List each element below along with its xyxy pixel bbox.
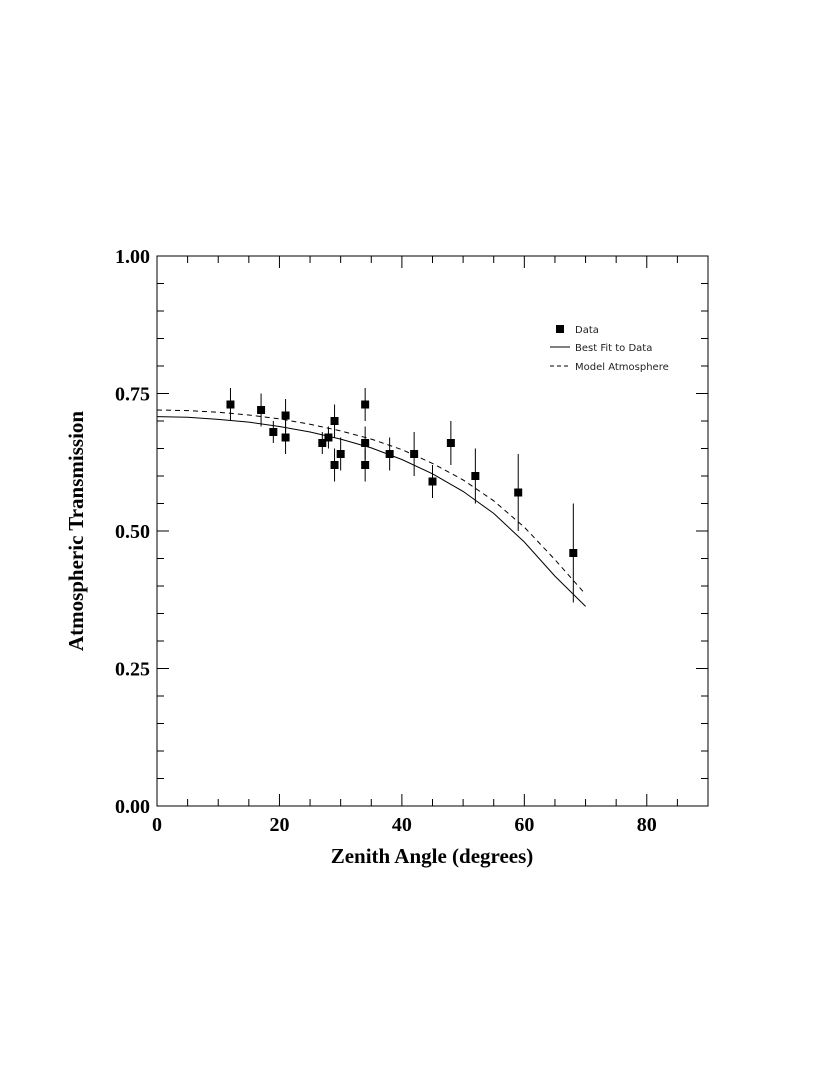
data-point (336, 450, 345, 458)
data-point (361, 439, 370, 447)
y-tick-label: 0.25 (115, 659, 150, 681)
data-point (269, 428, 278, 436)
data-point (330, 417, 339, 425)
x-tick-label: 80 (637, 814, 657, 836)
data-point (281, 411, 290, 420)
y-axis-title: Atmospheric Transmission (64, 411, 88, 651)
data-point (281, 433, 290, 442)
y-tick-label: 0.00 (115, 796, 150, 818)
legend-marker-data (556, 325, 564, 333)
axis-ticks (156, 255, 709, 807)
data-point (385, 450, 394, 458)
data-point (410, 450, 419, 458)
x-tick-label: 40 (392, 814, 412, 836)
data-point (446, 439, 455, 447)
legend-label-data: Data (575, 325, 599, 336)
data-point (324, 433, 333, 442)
data-point (428, 477, 437, 486)
data-point (569, 549, 578, 557)
data-point (330, 461, 339, 469)
x-axis-title: Zenith Angle (degrees) (331, 844, 534, 868)
x-tick-label: 20 (269, 814, 289, 836)
x-tick-label: 0 (152, 814, 162, 836)
fit-lines (156, 409, 586, 607)
legend-label-best-fit: Best Fit to Data (575, 343, 652, 354)
data-point (514, 488, 523, 497)
legend: Data Best Fit to Data Model Atmosphere (550, 325, 669, 373)
data-point (257, 406, 266, 414)
data-point (318, 439, 327, 447)
y-tick-label: 0.50 (115, 521, 150, 543)
data-point (361, 461, 370, 469)
best-fit-line (156, 416, 586, 607)
data-points (226, 388, 578, 603)
y-tick-label: 0.75 (115, 384, 150, 406)
data-point (471, 472, 480, 480)
data-point (361, 400, 370, 409)
data-point (226, 400, 235, 409)
legend-label-model: Model Atmosphere (575, 362, 669, 373)
y-tick-label: 1.00 (115, 246, 150, 268)
plot-frame (156, 255, 709, 807)
x-tick-label: 60 (514, 814, 534, 836)
axis-tick-labels: 0 20 40 60 80 0.00 0.25 0.50 0.75 1.00 (115, 246, 657, 836)
model-atmosphere-line (156, 409, 586, 595)
